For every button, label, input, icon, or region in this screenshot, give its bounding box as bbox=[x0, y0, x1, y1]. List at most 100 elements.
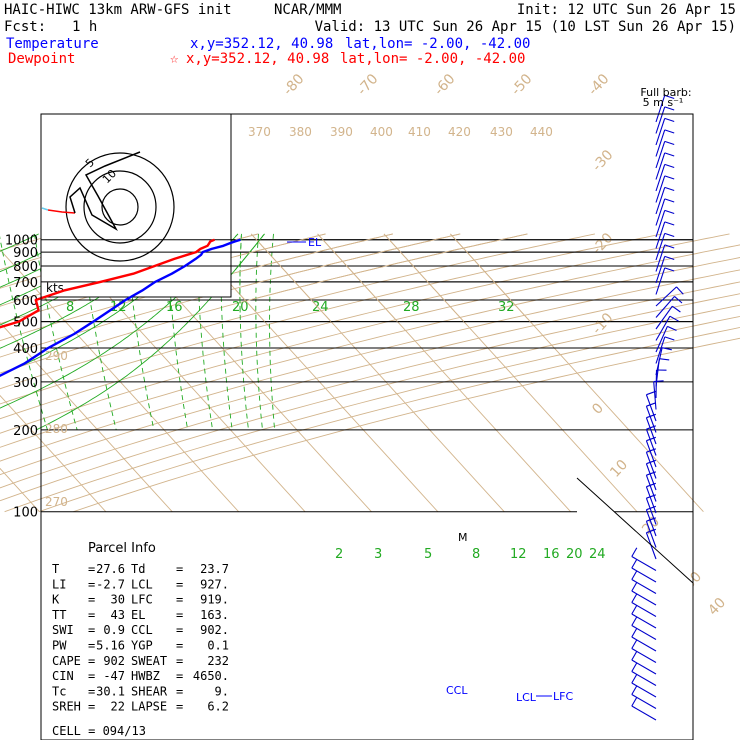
wind-barb bbox=[631, 556, 657, 571]
dry-adiabat bbox=[0, 244, 740, 434]
wind-barb bbox=[631, 648, 657, 663]
wind-barb-flag bbox=[676, 286, 684, 295]
wind-barb-flag bbox=[646, 425, 656, 430]
parcel-k2: LAPSE bbox=[131, 700, 167, 714]
theta-label: 430 bbox=[490, 125, 513, 139]
parcel-info-table: T 27.6 Td 23.7= =LI -2.7 LCL 927.= =K 30 LFC 919.= =… bbox=[52, 562, 229, 714]
wind-barb bbox=[655, 210, 666, 238]
dry-adiabat bbox=[236, 233, 326, 257]
wind-barb-flag bbox=[631, 616, 638, 626]
sounding-series bbox=[0, 238, 241, 378]
mixing-ratio-label: 12 bbox=[110, 300, 127, 315]
theta-label: 440 bbox=[530, 125, 553, 139]
hodo-ring bbox=[83, 170, 157, 244]
parcel-v2: 232 bbox=[207, 654, 229, 668]
wind-barb bbox=[631, 579, 657, 594]
parcel-eq: = bbox=[88, 608, 95, 622]
wind-barb-flag bbox=[667, 325, 677, 332]
parcel-eq: = bbox=[176, 577, 183, 591]
wind-barb bbox=[655, 118, 666, 146]
wind-barb bbox=[631, 567, 657, 583]
mixing-ratio-lines bbox=[0, 233, 276, 430]
m-label: M bbox=[458, 531, 468, 544]
parcel-eq: = bbox=[176, 608, 183, 622]
parcel-v1: 27.6 bbox=[96, 562, 125, 576]
wind-barb bbox=[655, 95, 666, 123]
init-time: Init: 12 UTC Sun 26 Apr 15 bbox=[517, 2, 736, 18]
isotherm bbox=[317, 233, 398, 322]
wind-barb bbox=[631, 602, 657, 617]
parcel-eq: = bbox=[88, 639, 95, 653]
wind-barb-flag bbox=[669, 315, 679, 322]
wind-barb-flag bbox=[646, 517, 656, 522]
wind-barb bbox=[645, 475, 657, 502]
dry-adiabat bbox=[0, 269, 740, 462]
wind-barb-flag bbox=[664, 244, 675, 249]
parcel-v1: -47 bbox=[103, 669, 125, 683]
hodo-trace-surface bbox=[41, 207, 49, 211]
parcel-k2: SHEAR bbox=[131, 684, 168, 698]
valid-time: Valid: 13 UTC Sun 26 Apr 15 (10 LST Sun … bbox=[315, 19, 736, 35]
parcel-v1: -2.7 bbox=[96, 577, 125, 591]
parcel-v1: 5.16 bbox=[96, 639, 125, 653]
wind-barb-flag bbox=[646, 471, 656, 476]
wind-barb-flag bbox=[646, 459, 656, 465]
mixing-ratio-line bbox=[255, 233, 263, 430]
isotherm-label: 40 bbox=[705, 595, 729, 619]
dry-adiabat bbox=[73, 337, 740, 513]
parcel-k1: SWI bbox=[52, 623, 74, 637]
parcel-eq: = bbox=[176, 639, 183, 653]
dry-adiabat bbox=[0, 293, 740, 489]
parcel-info-title: Parcel Info bbox=[88, 541, 156, 556]
temperature-legend: Temperature bbox=[6, 36, 99, 52]
parcel-v2: 23.7 bbox=[200, 562, 229, 576]
mixing-ratio-label: 32 bbox=[498, 300, 515, 315]
parcel-k1: CIN bbox=[52, 669, 74, 683]
isotherm bbox=[250, 233, 332, 322]
moist-adiabat bbox=[0, 233, 39, 252]
mixing-ratio-label: 5 bbox=[424, 547, 432, 562]
hodo-trace bbox=[69, 151, 141, 232]
wind-barb bbox=[655, 336, 666, 364]
wind-barb-flag bbox=[664, 106, 675, 111]
lcl-label: LCL bbox=[516, 691, 537, 704]
wind-barb-flag bbox=[664, 255, 675, 261]
parcel-eq: = bbox=[88, 593, 95, 607]
wind-barb-flag bbox=[631, 593, 638, 603]
dewpoint-xy: x,y=352.12, 40.98 bbox=[186, 51, 329, 67]
wind-barb-flag bbox=[653, 380, 664, 383]
isotherm-label: -40 bbox=[585, 71, 612, 99]
wind-barb-flag bbox=[674, 295, 683, 304]
isotherm-label: -50 bbox=[508, 71, 535, 99]
wind-barb-flag bbox=[659, 358, 670, 361]
wind-barb bbox=[655, 256, 666, 284]
dry-adiabat bbox=[0, 257, 740, 448]
wind-barb-flag bbox=[646, 528, 656, 534]
theta-label: 400 bbox=[370, 125, 393, 139]
pressure-tick-label: 800 bbox=[13, 260, 38, 275]
parcel-eq: = bbox=[88, 562, 95, 576]
wind-barb bbox=[655, 106, 666, 134]
theta-label: 280 bbox=[45, 422, 68, 436]
isotherm-label: -10 bbox=[589, 310, 616, 338]
temperature-xy: x,y=352.12, 40.98 bbox=[190, 36, 333, 52]
wind-barb-flag bbox=[631, 628, 638, 638]
wind-barb bbox=[645, 486, 657, 514]
wind-barb bbox=[655, 267, 666, 295]
mixing-ratio-line bbox=[34, 233, 78, 430]
mixing-ratio-label: 20 bbox=[566, 547, 583, 562]
mixing-ratio-label: 16 bbox=[543, 547, 560, 562]
wind-barb bbox=[655, 244, 666, 272]
wind-barb bbox=[645, 463, 657, 491]
parcel-v1: 30 bbox=[111, 593, 125, 607]
wind-barb bbox=[655, 175, 666, 203]
parcel-k1: Tc bbox=[52, 684, 66, 698]
wind-barb-flag bbox=[664, 129, 675, 134]
wind-barb bbox=[655, 315, 671, 341]
dewpoint-profile bbox=[0, 238, 216, 329]
parcel-panel-bg bbox=[41, 478, 693, 740]
parcel-eq: = bbox=[176, 593, 183, 607]
wind-barb bbox=[655, 286, 677, 307]
parcel-v2: 927. bbox=[200, 577, 229, 591]
wind-barbs bbox=[631, 94, 684, 721]
